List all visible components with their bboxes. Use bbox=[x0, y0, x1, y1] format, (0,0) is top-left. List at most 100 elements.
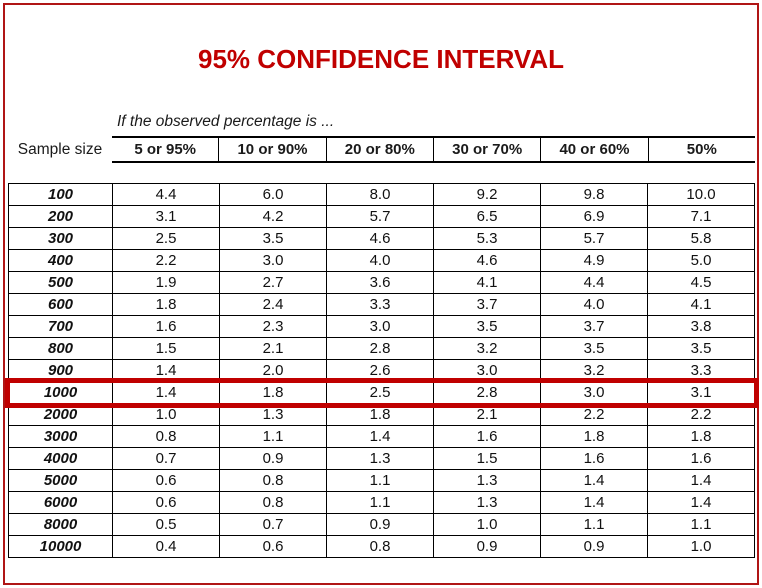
value-cell: 1.5 bbox=[112, 337, 220, 360]
value-cell: 1.6 bbox=[433, 425, 541, 448]
table-row: 500 1.9 2.7 3.6 4.1 4.4 4.5 bbox=[8, 271, 755, 294]
sample-size-cell: 3000 bbox=[8, 425, 113, 448]
value-cell: 1.1 bbox=[540, 513, 648, 536]
value-cell: 2.0 bbox=[219, 359, 327, 382]
sample-size-cell: 6000 bbox=[8, 491, 113, 514]
table-row: 4000 0.7 0.9 1.3 1.5 1.6 1.6 bbox=[8, 447, 755, 470]
column-header-30-or-70: 30 or 70% bbox=[432, 136, 541, 163]
value-cell: 0.4 bbox=[112, 535, 220, 558]
value-cell: 2.2 bbox=[647, 403, 755, 426]
value-cell: 2.1 bbox=[219, 337, 327, 360]
value-cell: 4.4 bbox=[540, 271, 648, 294]
value-cell: 2.6 bbox=[326, 359, 434, 382]
value-cell: 4.6 bbox=[433, 249, 541, 272]
value-cell: 0.8 bbox=[326, 535, 434, 558]
table-row-highlighted: 1000 1.4 1.8 2.5 2.8 3.0 3.1 bbox=[4, 377, 759, 408]
value-cell: 1.4 bbox=[540, 469, 648, 492]
value-cell: 5.8 bbox=[647, 227, 755, 250]
value-cell: 3.7 bbox=[540, 315, 648, 338]
value-cell: 8.0 bbox=[326, 183, 434, 206]
value-cell: 10.0 bbox=[647, 183, 755, 206]
value-cell: 4.0 bbox=[326, 249, 434, 272]
value-cell: 3.8 bbox=[647, 315, 755, 338]
value-cell: 0.9 bbox=[326, 513, 434, 536]
table-row: 800 1.5 2.1 2.8 3.2 3.5 3.5 bbox=[8, 337, 755, 360]
table-row: 700 1.6 2.3 3.0 3.5 3.7 3.8 bbox=[8, 315, 755, 338]
value-cell: 0.9 bbox=[433, 535, 541, 558]
value-cell: 3.3 bbox=[647, 359, 755, 382]
value-cell: 3.5 bbox=[540, 337, 648, 360]
value-cell: 3.7 bbox=[433, 293, 541, 316]
value-cell: 0.8 bbox=[219, 491, 327, 514]
value-cell: 7.1 bbox=[647, 205, 755, 228]
sample-size-cell: 100 bbox=[8, 183, 113, 206]
value-cell: 1.8 bbox=[540, 425, 648, 448]
value-cell: 1.4 bbox=[326, 425, 434, 448]
value-cell: 3.5 bbox=[647, 337, 755, 360]
value-cell: 4.2 bbox=[219, 205, 327, 228]
page-title: 95% CONFIDENCE INTERVAL bbox=[198, 44, 564, 74]
value-cell: 2.3 bbox=[219, 315, 327, 338]
value-cell: 0.7 bbox=[219, 513, 327, 536]
sample-size-cell: 5000 bbox=[8, 469, 113, 492]
value-cell: 1.4 bbox=[112, 381, 220, 404]
value-cell: 2.8 bbox=[326, 337, 434, 360]
sample-size-cell: 500 bbox=[8, 271, 113, 294]
confidence-interval-table: 100 4.4 6.0 8.0 9.2 9.8 10.0 200 3.1 4.2 5.7 6.5 6.9… bbox=[4, 183, 759, 558]
value-cell: 2.5 bbox=[326, 381, 434, 404]
value-cell: 1.3 bbox=[219, 403, 327, 426]
value-cell: 1.1 bbox=[326, 491, 434, 514]
value-cell: 9.8 bbox=[540, 183, 648, 206]
value-cell: 3.1 bbox=[112, 205, 220, 228]
value-cell: 1.8 bbox=[326, 403, 434, 426]
value-cell: 3.2 bbox=[433, 337, 541, 360]
value-cell: 2.2 bbox=[112, 249, 220, 272]
value-cell: 3.0 bbox=[219, 249, 327, 272]
column-header-5-or-95: 5 or 95% bbox=[112, 136, 219, 163]
table-row: 100 4.4 6.0 8.0 9.2 9.8 10.0 bbox=[8, 183, 755, 206]
value-cell: 0.5 bbox=[112, 513, 220, 536]
value-cell: 2.1 bbox=[433, 403, 541, 426]
value-cell: 1.6 bbox=[540, 447, 648, 470]
value-cell: 0.8 bbox=[112, 425, 220, 448]
value-cell: 0.7 bbox=[112, 447, 220, 470]
value-cell: 1.4 bbox=[112, 359, 220, 382]
value-cell: 1.6 bbox=[112, 315, 220, 338]
sample-size-cell: 600 bbox=[8, 293, 113, 316]
sample-size-cell: 10000 bbox=[8, 535, 113, 558]
sample-size-cell: 200 bbox=[8, 205, 113, 228]
value-cell: 3.5 bbox=[219, 227, 327, 250]
value-cell: 2.8 bbox=[433, 381, 541, 404]
value-cell: 4.0 bbox=[540, 293, 648, 316]
value-cell: 6.0 bbox=[219, 183, 327, 206]
value-cell: 4.1 bbox=[647, 293, 755, 316]
value-cell: 3.1 bbox=[647, 381, 755, 404]
value-cell: 4.5 bbox=[647, 271, 755, 294]
sample-size-cell: 800 bbox=[8, 337, 113, 360]
value-cell: 2.7 bbox=[219, 271, 327, 294]
sample-size-cell: 400 bbox=[8, 249, 113, 272]
value-cell: 6.9 bbox=[540, 205, 648, 228]
table-row: 10000 0.4 0.6 0.8 0.9 0.9 1.0 bbox=[8, 535, 755, 558]
sample-size-column-label: Sample size bbox=[17, 140, 103, 158]
table-row: 300 2.5 3.5 4.6 5.3 5.7 5.8 bbox=[8, 227, 755, 250]
value-cell: 1.3 bbox=[433, 491, 541, 514]
value-cell: 1.3 bbox=[326, 447, 434, 470]
table-row: 3000 0.8 1.1 1.4 1.6 1.8 1.8 bbox=[8, 425, 755, 448]
value-cell: 1.4 bbox=[540, 491, 648, 514]
value-cell: 1.0 bbox=[647, 535, 755, 558]
column-header-10-or-90: 10 or 90% bbox=[218, 136, 326, 163]
table-row: 400 2.2 3.0 4.0 4.6 4.9 5.0 bbox=[8, 249, 755, 272]
value-cell: 3.2 bbox=[540, 359, 648, 382]
value-cell: 1.1 bbox=[219, 425, 327, 448]
table-subtitle: If the observed percentage is ... bbox=[117, 113, 335, 130]
value-cell: 3.0 bbox=[433, 359, 541, 382]
value-cell: 1.8 bbox=[219, 381, 327, 404]
value-cell: 3.5 bbox=[433, 315, 541, 338]
value-cell: 2.4 bbox=[219, 293, 327, 316]
table-body: 100 4.4 6.0 8.0 9.2 9.8 10.0 200 3.1 4.2 5.7 6.5 6.9… bbox=[4, 183, 759, 558]
value-cell: 1.9 bbox=[112, 271, 220, 294]
value-cell: 5.0 bbox=[647, 249, 755, 272]
sample-size-cell: 900 bbox=[8, 359, 113, 382]
